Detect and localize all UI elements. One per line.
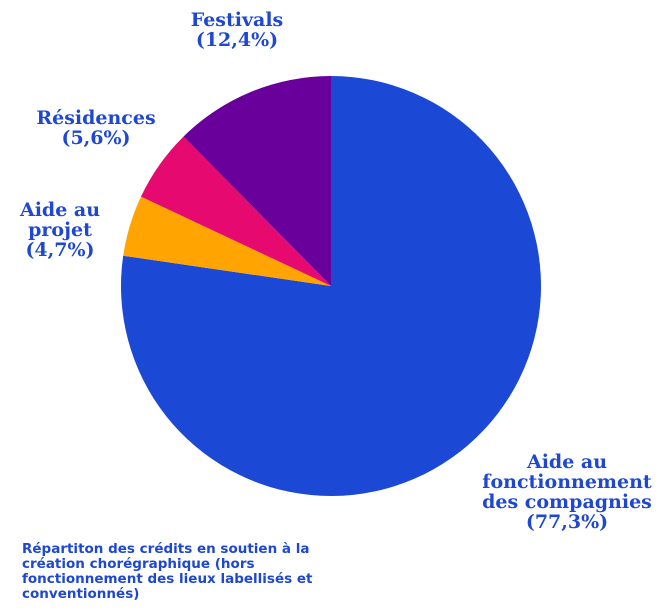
slice (123, 196, 331, 286)
value-label: (5,6%) (61, 127, 131, 149)
category: Festivals (190, 9, 284, 31)
slice-label: Résidences (5,6%) (16, 108, 176, 148)
slice (183, 76, 331, 286)
value-label: (12,4%) (195, 29, 279, 51)
category: Aide au fonctionnement des compagnies (482, 451, 652, 513)
slice-label: Festivals (12,4%) (157, 10, 317, 50)
value-label: (4,7%) (25, 239, 95, 261)
value-label: (77,3%) (525, 511, 609, 533)
category: Aide au projet (19, 199, 101, 241)
slice (120, 76, 541, 496)
slice (140, 136, 331, 286)
category: Résidences (36, 107, 156, 129)
slice-label: Aide au fonctionnement des compagnies (77… (462, 452, 659, 532)
slice-label: Aide au projet (4,7%) (5, 200, 115, 260)
caption: Répartiton des crédits en soutien à la c… (22, 541, 313, 602)
